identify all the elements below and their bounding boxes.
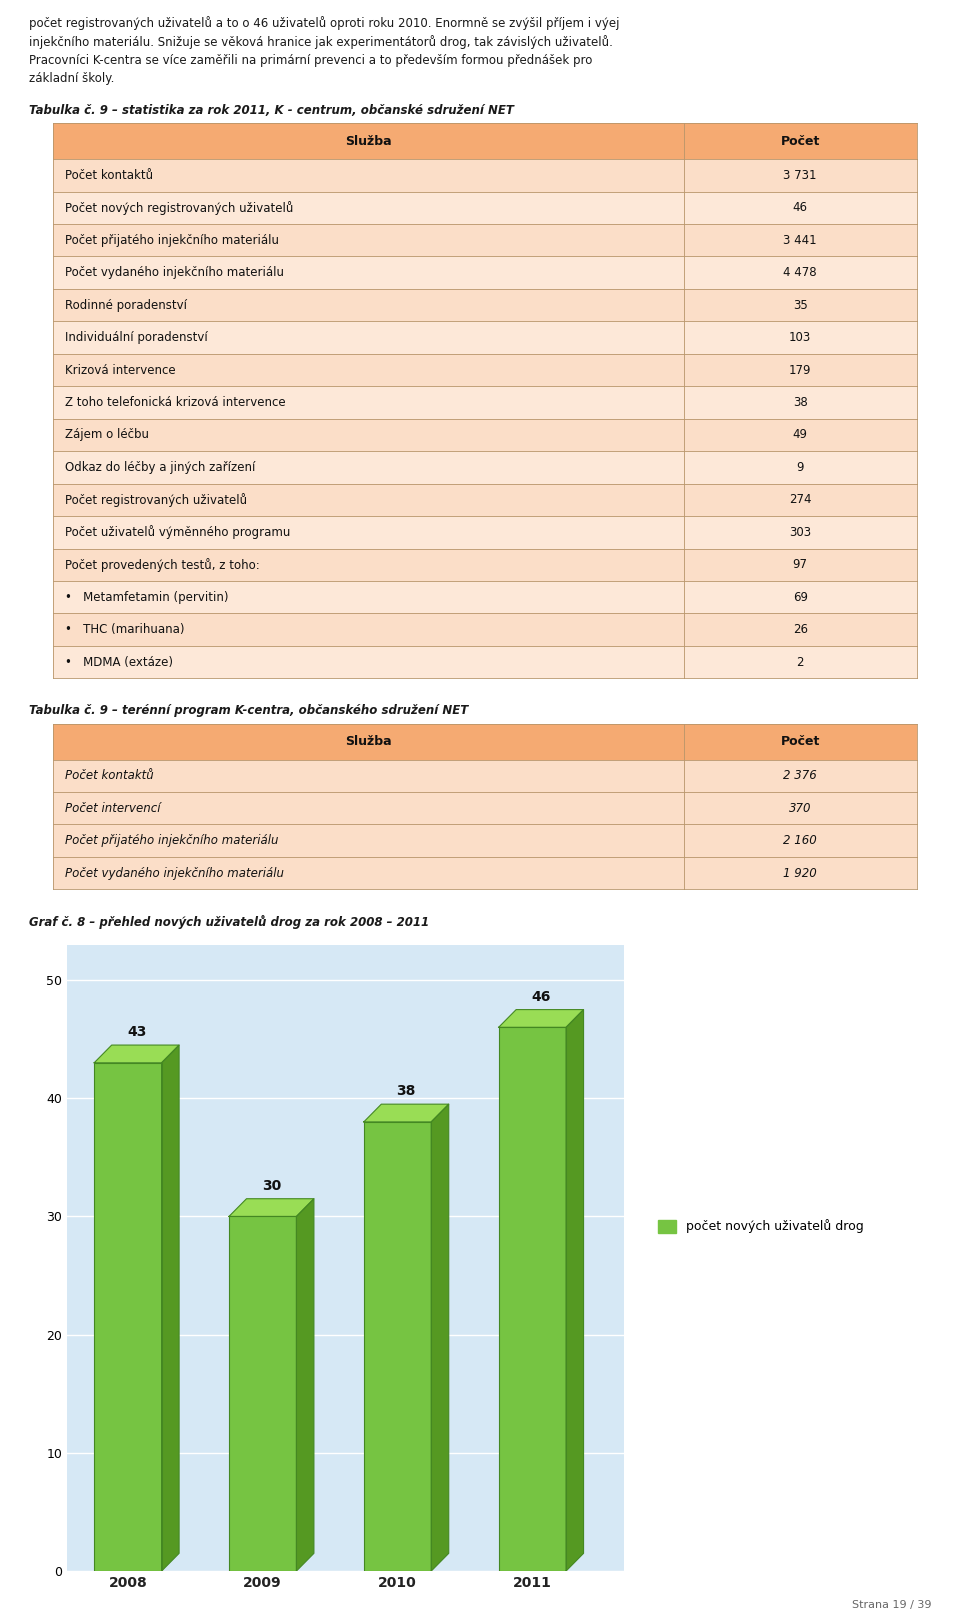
Text: 43: 43 [127,1026,146,1039]
Text: 3 731: 3 731 [783,169,817,182]
Text: 69: 69 [793,591,807,604]
Bar [229,1217,297,1571]
Text: Počet přijatého injekčního materiálu: Počet přijatého injekčního materiálu [65,834,279,847]
Text: Rodinné poradenství: Rodinné poradenství [65,299,187,312]
Text: Zájem o léčbu: Zájem o léčbu [65,428,150,441]
Text: Pracovníci K-centra se více zaměřili na primární prevenci a to především formou : Pracovníci K-centra se více zaměřili na … [29,54,592,67]
Bar [94,1063,161,1571]
Text: 179: 179 [789,364,811,377]
Text: •   MDMA (extáze): • MDMA (extáze) [65,656,174,669]
Polygon shape [161,1045,180,1571]
Polygon shape [498,1010,584,1027]
Text: Počet vydaného injekčního materiálu: Počet vydaného injekčního materiálu [65,867,284,880]
Text: 2 160: 2 160 [783,834,817,847]
Text: injekčního materiálu. Snižuje se věková hranice jak experimentátorů drog, tak zá: injekčního materiálu. Snižuje se věková … [29,34,612,49]
Bar [498,1027,566,1571]
Text: 46: 46 [532,990,551,1003]
Text: 9: 9 [797,461,804,474]
Text: 97: 97 [793,558,807,571]
Text: 38: 38 [793,396,807,409]
Text: Počet kontaktů: Počet kontaktů [65,169,154,182]
Text: počet registrovaných uživatelů a to o 46 uživatelů oproti roku 2010. Enormně se : počet registrovaných uživatelů a to o 46… [29,16,619,31]
Text: 2: 2 [797,656,804,669]
Text: 370: 370 [789,802,811,815]
Text: Počet vydaného injekčního materiálu: Počet vydaného injekčního materiálu [65,266,284,279]
Polygon shape [566,1010,584,1571]
Text: 46: 46 [793,201,807,214]
Text: Počet: Počet [780,135,820,148]
Text: Tabulka č. 9 – terénní program K-centra, občanského sdružení NET: Tabulka č. 9 – terénní program K-centra,… [29,704,468,717]
Text: 35: 35 [793,299,807,312]
Bar [364,1121,431,1571]
Polygon shape [229,1199,314,1217]
Text: Počet: Počet [780,735,820,748]
Text: Počet uživatelů výměnného programu: Počet uživatelů výměnného programu [65,526,291,539]
Text: Počet provedených testů, z toho:: Počet provedených testů, z toho: [65,558,260,571]
Text: •   THC (marihuana): • THC (marihuana) [65,623,185,636]
Text: 2 376: 2 376 [783,769,817,782]
Text: 26: 26 [793,623,807,636]
Text: 103: 103 [789,331,811,344]
Text: 303: 303 [789,526,811,539]
Text: Služba: Služba [345,135,392,148]
Text: 38: 38 [396,1084,416,1099]
Text: Počet přijatého injekčního materiálu: Počet přijatého injekčního materiálu [65,234,279,247]
Text: základní školy.: základní školy. [29,71,114,86]
Text: Počet registrovaných uživatelů: Počet registrovaných uživatelů [65,493,248,506]
Polygon shape [297,1199,314,1571]
Text: Krizová intervence: Krizová intervence [65,364,176,377]
Text: 3 441: 3 441 [783,234,817,247]
Text: •   Metamfetamin (pervitin): • Metamfetamin (pervitin) [65,591,228,604]
Text: 30: 30 [262,1178,281,1193]
Text: 1 920: 1 920 [783,867,817,880]
Polygon shape [431,1104,448,1571]
Text: 274: 274 [789,493,811,506]
Polygon shape [94,1045,180,1063]
Text: Počet nových registrovaných uživatelů: Počet nových registrovaných uživatelů [65,201,294,214]
Text: Strana 19 / 39: Strana 19 / 39 [852,1600,931,1610]
Polygon shape [364,1104,448,1121]
Text: Počet intervencí: Počet intervencí [65,802,161,815]
Text: Individuální poradenství: Individuální poradenství [65,331,208,344]
Text: Tabulka č. 9 – statistika za rok 2011, K - centrum, občanské sdružení NET: Tabulka č. 9 – statistika za rok 2011, K… [29,104,514,117]
Text: 49: 49 [793,428,807,441]
Text: Počet kontaktů: Počet kontaktů [65,769,155,782]
Text: Z toho telefonická krizová intervence: Z toho telefonická krizová intervence [65,396,286,409]
Text: Odkaz do léčby a jiných zařízení: Odkaz do léčby a jiných zařízení [65,461,255,474]
Text: Služba: Služba [345,735,392,748]
Text: Graf č. 8 – přehled nových uživatelů drog za rok 2008 – 2011: Graf č. 8 – přehled nových uživatelů dro… [29,915,429,930]
Text: 4 478: 4 478 [783,266,817,279]
Legend: počet nových uživatelů drog: počet nových uživatelů drog [653,1214,869,1238]
